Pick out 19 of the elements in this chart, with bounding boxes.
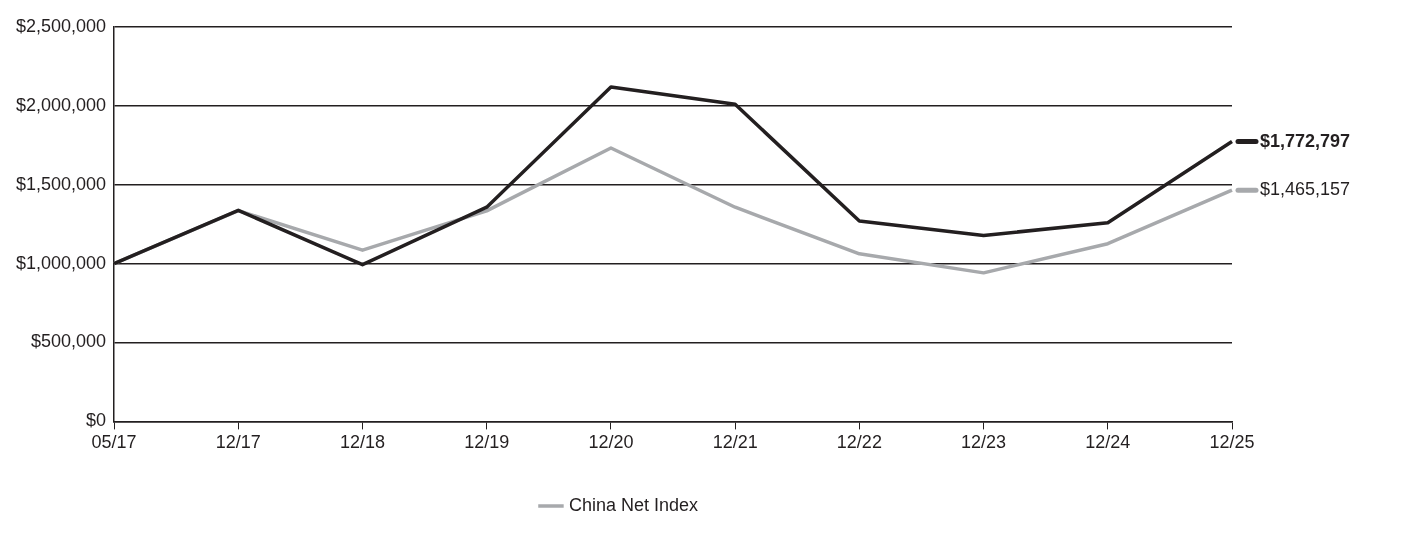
data-label: $1,772,797 <box>1260 130 1351 151</box>
x-tick-label: 05/17 <box>91 432 137 453</box>
x-tick-label: 12/18 <box>339 432 386 453</box>
y-tick-label: $500,000 <box>31 331 107 352</box>
y-tick-label: $2,500,000 <box>15 15 107 36</box>
x-tick-label: 12/24 <box>1085 432 1131 453</box>
y-tick-label: $2,000,000 <box>15 94 107 115</box>
legend-label: China Net Index <box>568 494 699 515</box>
x-tick-label: 12/19 <box>464 432 510 453</box>
x-tick-label: 12/22 <box>836 432 882 453</box>
x-tick-label: 12/21 <box>712 432 758 453</box>
x-tick-label: 12/25 <box>1209 432 1255 453</box>
y-tick-label: $0 <box>86 410 107 431</box>
data-label: $1,465,157 <box>1260 179 1351 200</box>
x-tick-label: 12/20 <box>588 432 634 453</box>
y-tick-label: $1,500,000 <box>15 173 107 194</box>
y-tick-label: $1,000,000 <box>15 252 107 273</box>
x-tick-label: 12/23 <box>961 432 1007 453</box>
x-tick-label: 12/17 <box>215 432 261 453</box>
